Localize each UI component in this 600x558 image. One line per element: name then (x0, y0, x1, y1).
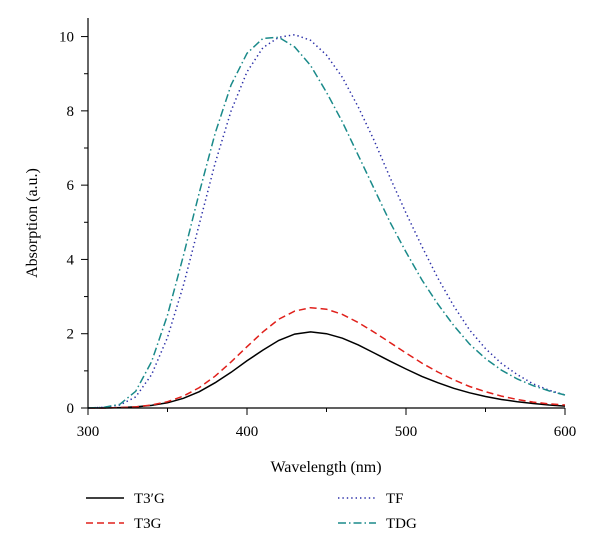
legend-label-1: T3G (134, 516, 162, 532)
y-tick-label: 6 (67, 178, 75, 194)
series-line-3 (87, 36, 566, 409)
series-line-0 (88, 331, 566, 409)
y-tick-label: 10 (59, 30, 74, 46)
series-line-2 (87, 33, 566, 409)
x-tick-label: 400 (236, 424, 259, 440)
x-axis-title: Wavelength (nm) (270, 459, 381, 476)
y-axis-title: Absorption (a.u.) (24, 168, 41, 278)
x-tick-label: 500 (395, 424, 418, 440)
y-tick-label: 2 (67, 327, 75, 343)
y-tick-label: 4 (67, 252, 75, 268)
y-tick-label: 0 (67, 401, 75, 417)
x-tick-label: 600 (554, 424, 577, 440)
legend-label-3: TDG (386, 516, 417, 532)
legend-label-0: T3′G (134, 491, 165, 507)
series-line-1 (88, 306, 566, 409)
plot-lines (87, 33, 566, 409)
legend: T3′G T3G TF TDG (86, 491, 417, 532)
axes: 300 400 500 600 0 2 4 6 8 10 (59, 18, 576, 440)
legend-label-2: TF (386, 491, 404, 507)
x-tick-label: 300 (77, 424, 100, 440)
y-tick-label: 8 (67, 104, 75, 120)
